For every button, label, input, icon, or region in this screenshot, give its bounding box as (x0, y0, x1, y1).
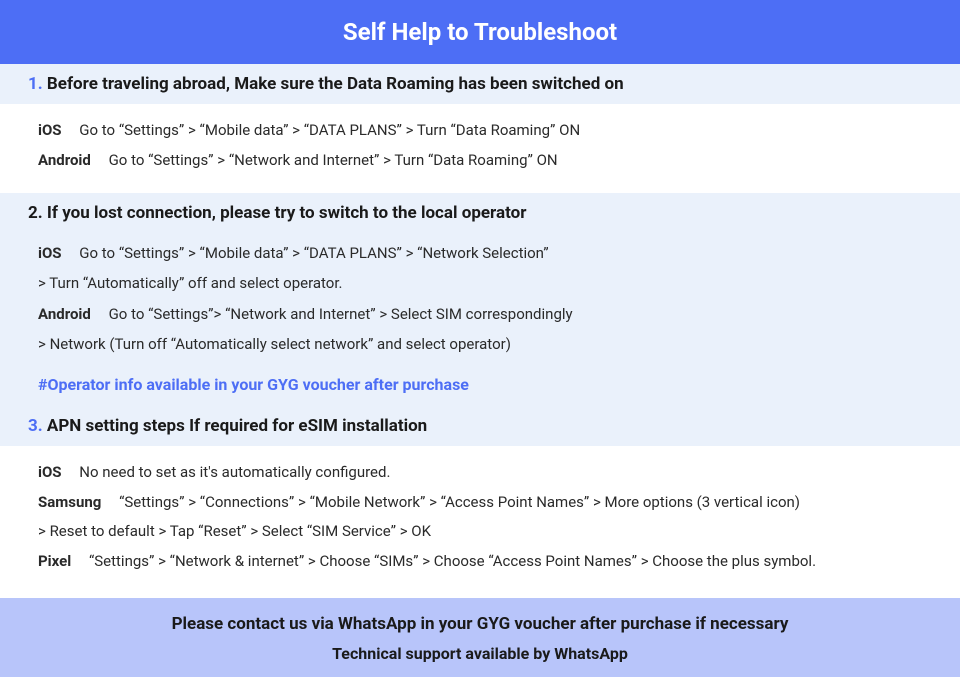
ios-label: iOS (38, 241, 62, 267)
section-2-number: 2. (28, 203, 43, 223)
pixel-label: Pixel (38, 549, 71, 575)
section-3-content: iOS No need to set as it's automatically… (0, 446, 960, 598)
section-2-ios-cont: > Turn “Automatically” off and select op… (38, 271, 932, 297)
section-2-android-cont: > Network (Turn off “Automatically selec… (38, 332, 932, 358)
section-3-number: 3. (28, 416, 43, 436)
section-2-ios-row: iOS Go to “Settings” > “Mobile data” > “… (38, 241, 932, 267)
page-header: Self Help to Troubleshoot (0, 0, 960, 64)
section-1-content: iOS Go to “Settings” > “Mobile data” > “… (0, 104, 960, 193)
page-title: Self Help to Troubleshoot (343, 18, 617, 46)
ios-label: iOS (38, 460, 62, 486)
section-1-number: 1. (28, 74, 43, 94)
section-3-samsung-row: Samsung “Settings” > “Connections” > “Mo… (38, 490, 932, 516)
samsung-label: Samsung (38, 490, 101, 516)
android-label: Android (38, 302, 91, 328)
section-2-title: 2. If you lost connection, please try to… (0, 193, 960, 223)
footer-support: Technical support available by WhatsApp (0, 644, 960, 663)
ios-instructions: Go to “Settings” > “Mobile data” > “DATA… (79, 121, 580, 139)
ios-instructions: Go to “Settings” > “Mobile data” > “DATA… (79, 244, 548, 262)
footer-contact: Please contact us via WhatsApp in your G… (0, 614, 960, 634)
android-label: Android (38, 148, 91, 174)
section-2-android-row: Android Go to “Settings”> “Network and I… (38, 302, 932, 328)
section-1-title: 1. Before traveling abroad, Make sure th… (0, 64, 960, 104)
section-1-bold: Before traveling abroad, (47, 74, 230, 94)
pixel-instructions: “Settings” > “Network & internet” > Choo… (89, 552, 816, 570)
footer: Please contact us via WhatsApp in your G… (0, 598, 960, 677)
android-instructions: Go to “Settings” > “Network and Internet… (109, 151, 558, 169)
section-3-samsung-cont: > Reset to default > Tap “Reset” > Selec… (38, 519, 932, 545)
section-1-ios-row: iOS Go to “Settings” > “Mobile data” > “… (38, 118, 932, 144)
ios-instructions: No need to set as it's automatically con… (79, 463, 390, 481)
section-2-text: If you lost connection, please try to sw… (43, 203, 527, 223)
operator-note: #Operator info available in your GYG vou… (0, 367, 960, 406)
samsung-instructions: “Settings” > “Connections” > “Mobile Net… (119, 493, 800, 511)
section-3-pixel-row: Pixel “Settings” > “Network & internet” … (38, 549, 932, 575)
section-2-content: iOS Go to “Settings” > “Mobile data” > “… (0, 223, 960, 367)
section-1-rest: Make sure the Data Roaming has been swit… (230, 74, 624, 94)
android-instructions: Go to “Settings”> “Network and Internet”… (109, 305, 573, 323)
section-3-ios-row: iOS No need to set as it's automatically… (38, 460, 932, 486)
ios-label: iOS (38, 118, 62, 144)
section-3-text: APN setting steps If required for eSIM i… (43, 416, 428, 436)
section-3-title: 3. APN setting steps If required for eSI… (0, 406, 960, 446)
section-1-android-row: Android Go to “Settings” > “Network and … (38, 148, 932, 174)
